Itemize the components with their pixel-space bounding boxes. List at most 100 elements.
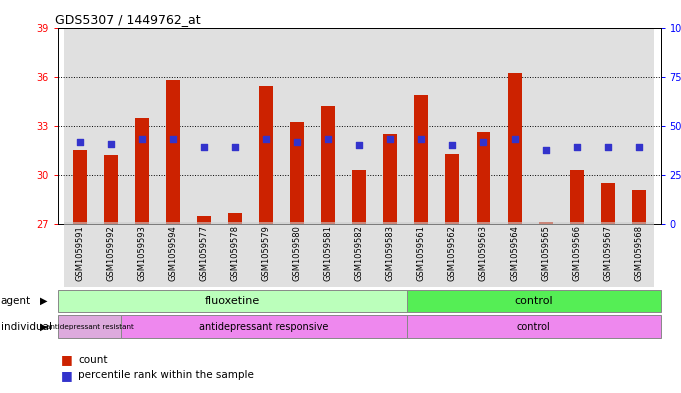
Bar — [375, 28, 406, 224]
Text: GSM1059577: GSM1059577 — [200, 225, 208, 281]
Bar — [601, 183, 615, 224]
Point — [571, 144, 582, 150]
Text: ▶: ▶ — [39, 321, 47, 332]
Bar — [73, 151, 86, 224]
Bar — [592, 28, 623, 224]
Bar — [64, 28, 95, 224]
Text: GSM1059580: GSM1059580 — [293, 225, 302, 281]
Bar — [632, 190, 646, 224]
Bar — [313, 222, 344, 287]
Bar — [281, 222, 313, 287]
Bar — [157, 28, 189, 224]
Text: GSM1059579: GSM1059579 — [262, 225, 270, 281]
Bar — [406, 222, 437, 287]
Bar — [189, 222, 219, 287]
Bar — [561, 222, 592, 287]
Bar — [197, 216, 211, 224]
Bar — [570, 170, 584, 224]
Text: fluoxetine: fluoxetine — [205, 296, 260, 306]
Text: GDS5307 / 1449762_at: GDS5307 / 1449762_at — [55, 13, 200, 26]
Text: antidepressant responsive: antidepressant responsive — [200, 321, 329, 332]
Text: GSM1059594: GSM1059594 — [168, 225, 177, 281]
Bar — [344, 28, 375, 224]
Text: GSM1059581: GSM1059581 — [323, 225, 332, 281]
Bar — [507, 73, 522, 224]
Bar — [95, 28, 126, 224]
Bar — [407, 315, 661, 338]
Point — [385, 136, 396, 142]
Bar — [407, 290, 661, 312]
Bar — [58, 315, 121, 338]
Point — [509, 136, 520, 142]
Bar — [121, 315, 407, 338]
Text: GSM1059567: GSM1059567 — [603, 225, 612, 281]
Point — [168, 136, 178, 142]
Bar — [290, 123, 304, 224]
Bar — [219, 28, 251, 224]
Text: GSM1059593: GSM1059593 — [138, 225, 146, 281]
Bar — [530, 222, 561, 287]
Bar — [530, 28, 561, 224]
Bar — [126, 28, 157, 224]
Text: control: control — [517, 321, 550, 332]
Point — [478, 139, 489, 145]
Bar — [166, 80, 180, 224]
Bar — [219, 222, 251, 287]
Bar — [375, 222, 406, 287]
Bar — [414, 95, 428, 224]
Bar — [135, 118, 148, 224]
Point — [323, 136, 334, 142]
Point — [106, 141, 116, 147]
Point — [291, 139, 302, 145]
Bar — [321, 106, 335, 224]
Point — [447, 142, 458, 149]
Bar — [58, 290, 407, 312]
Text: GSM1059591: GSM1059591 — [75, 225, 84, 281]
Point — [74, 139, 85, 145]
Bar — [623, 28, 654, 224]
Point — [354, 142, 365, 149]
Bar — [95, 222, 126, 287]
Bar — [259, 86, 273, 224]
Text: GSM1059592: GSM1059592 — [106, 225, 115, 281]
Text: GSM1059568: GSM1059568 — [634, 225, 644, 281]
Text: individual: individual — [1, 321, 52, 332]
Point — [540, 147, 551, 154]
Text: GSM1059563: GSM1059563 — [479, 225, 488, 281]
Point — [416, 136, 427, 142]
Text: ■: ■ — [61, 369, 73, 382]
Point — [198, 144, 209, 150]
Point — [633, 144, 644, 150]
Bar — [499, 222, 530, 287]
Text: percentile rank within the sample: percentile rank within the sample — [78, 370, 254, 380]
Text: ■: ■ — [61, 353, 73, 366]
Bar — [281, 28, 313, 224]
Bar — [623, 222, 654, 287]
Text: GSM1059562: GSM1059562 — [448, 225, 457, 281]
Bar — [468, 222, 499, 287]
Text: GSM1059564: GSM1059564 — [510, 225, 519, 281]
Bar — [313, 28, 344, 224]
Text: GSM1059565: GSM1059565 — [541, 225, 550, 281]
Text: GSM1059578: GSM1059578 — [230, 225, 240, 281]
Bar — [468, 28, 499, 224]
Bar — [437, 28, 468, 224]
Bar — [352, 170, 366, 224]
Point — [229, 144, 240, 150]
Bar — [126, 222, 157, 287]
Bar — [251, 28, 281, 224]
Bar — [539, 222, 552, 224]
Text: GSM1059582: GSM1059582 — [355, 225, 364, 281]
Text: GSM1059566: GSM1059566 — [572, 225, 581, 281]
Text: antidepressant resistant: antidepressant resistant — [46, 323, 133, 330]
Bar — [228, 213, 242, 224]
Bar — [499, 28, 530, 224]
Bar — [406, 28, 437, 224]
Bar — [157, 222, 189, 287]
Bar — [189, 28, 219, 224]
Text: agent: agent — [1, 296, 31, 306]
Text: ▶: ▶ — [39, 296, 47, 306]
Bar — [344, 222, 375, 287]
Bar — [251, 222, 281, 287]
Bar — [592, 222, 623, 287]
